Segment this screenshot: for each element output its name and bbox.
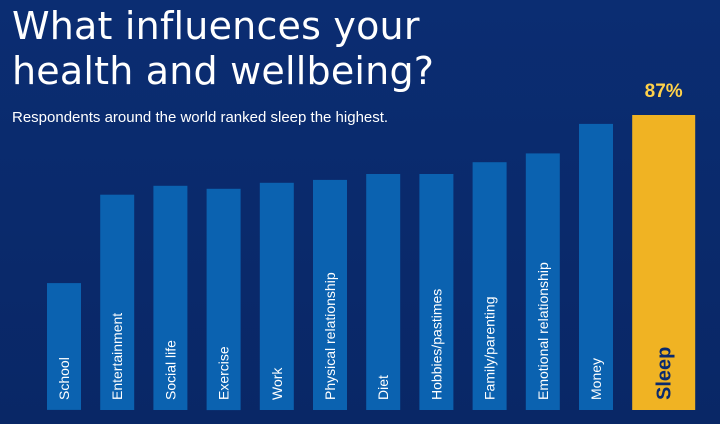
bar-sleep [632, 115, 696, 410]
label-entertainment: Entertainment [109, 313, 125, 400]
bar-hobbies-pastimes [419, 174, 454, 410]
label-sleep: Sleep [654, 347, 676, 400]
chart-subtitle: Respondents around the world ranked slee… [12, 109, 389, 126]
label-social-life: Social life [162, 340, 178, 400]
bar-social-life [153, 185, 188, 410]
bar-exercise [206, 188, 241, 411]
bar-money [579, 123, 613, 411]
label-work: Work [269, 367, 285, 400]
bar-emotional-relationship [525, 153, 560, 410]
bar-entertainment [100, 194, 135, 410]
bar-family-parenting [472, 162, 507, 410]
bar-physical-relationship [313, 179, 347, 410]
bar-school [47, 283, 81, 410]
chart-title: What influences your health and wellbein… [12, 4, 435, 93]
label-physical-relationship: Physical relationship [322, 272, 338, 400]
value-label-sleep: 87% [645, 81, 683, 102]
bar-work [259, 182, 294, 410]
label-money: Money [588, 358, 604, 400]
label-exercise: Exercise [216, 346, 232, 400]
label-hobbies-pastimes: Hobbies/pastimes [428, 289, 444, 400]
label-family-parenting: Family/parenting [482, 297, 498, 401]
bar-diet [366, 174, 401, 410]
label-emotional-relationship: Emotional relationship [535, 262, 551, 400]
label-school: School [56, 357, 72, 400]
label-diet: Diet [375, 375, 391, 400]
